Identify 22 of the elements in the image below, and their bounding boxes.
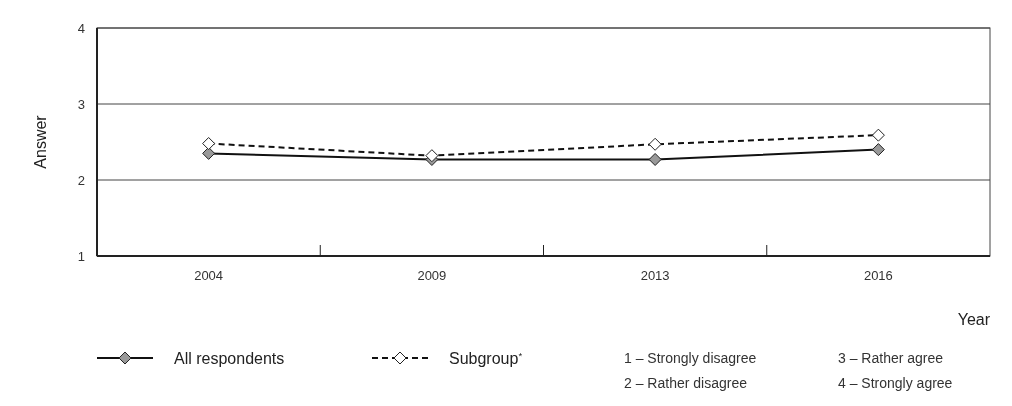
x-tick-label: 2016	[863, 268, 893, 283]
x-axis-title: Year	[957, 311, 991, 328]
point	[871, 143, 885, 157]
x-tick-label: 2004	[194, 268, 224, 283]
y-axis-title: Answer	[32, 114, 49, 169]
point	[871, 128, 885, 142]
point	[202, 137, 216, 151]
text: 3 – Rather agree	[838, 349, 944, 366]
text: 1 – Strongly disagree	[624, 349, 757, 366]
text: 4 – Strongly agree	[838, 374, 953, 391]
y-tick-label: 3	[77, 96, 85, 112]
x-tick-label: 2009	[417, 268, 447, 283]
y-tick-label: 2	[77, 172, 85, 188]
point	[202, 146, 216, 160]
legend-label: Subgroup$^{*}$	[449, 349, 523, 367]
text: 2 – Rather disagree	[624, 374, 748, 391]
y-tick-label: 4	[77, 20, 85, 36]
legend-label: All respondents	[174, 349, 285, 367]
point	[648, 137, 662, 151]
y-tick-label: 1	[77, 248, 85, 264]
point	[648, 152, 662, 166]
x-tick-label: 2013	[640, 268, 670, 283]
